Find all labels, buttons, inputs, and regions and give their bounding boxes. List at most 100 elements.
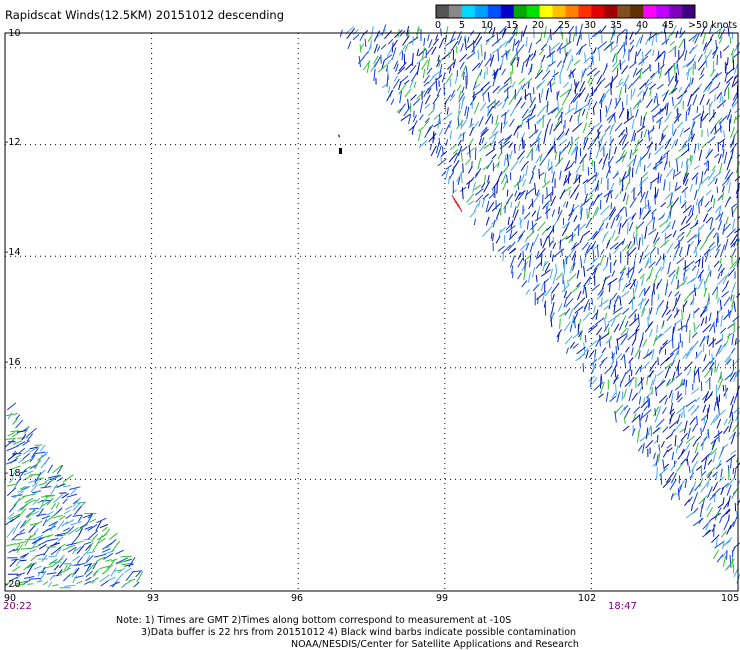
wind-vector (626, 158, 635, 168)
wind-vector (552, 272, 557, 285)
wind-vector (669, 402, 673, 415)
wind-vector (386, 55, 395, 65)
wind-vector (687, 104, 692, 111)
scale-label: 40 (636, 20, 649, 31)
wind-vector (424, 103, 431, 109)
wind-vector (726, 550, 728, 560)
wind-vector (670, 359, 675, 367)
wind-vector (669, 429, 676, 437)
wind-vector (732, 516, 738, 527)
wind-vector (672, 128, 677, 137)
wind-vector (85, 544, 92, 551)
wind-vector (703, 280, 706, 292)
wind-vector (710, 414, 718, 426)
wind-vector (579, 330, 583, 341)
wind-vector (539, 155, 548, 166)
wind-vector (694, 214, 698, 221)
wind-vector (717, 194, 723, 202)
wind-vector (544, 178, 547, 186)
wind-vector (570, 242, 577, 251)
wind-vector (556, 60, 562, 68)
wind-vector (462, 132, 465, 142)
wind-vector (721, 176, 730, 187)
wind-vector (564, 107, 575, 116)
wind-vector (609, 182, 615, 192)
scale-swatch (669, 5, 683, 18)
wind-vector (620, 371, 627, 384)
wind-vector (481, 85, 492, 96)
wind-vector (587, 209, 591, 218)
wind-vector (558, 235, 568, 244)
wind-vector (466, 147, 475, 155)
wind-vector (474, 167, 482, 179)
wind-vector (605, 190, 611, 203)
wind-vector (523, 212, 531, 220)
wind-vector (716, 186, 719, 193)
wind-vector (15, 556, 23, 567)
wind-vector (92, 540, 100, 552)
wind-vector (733, 80, 739, 87)
wind-vector (656, 50, 666, 59)
wind-vector (652, 406, 660, 417)
wind-vector (663, 179, 666, 191)
wind-vector (711, 487, 721, 497)
wind-vector (583, 230, 591, 236)
wind-vector (704, 201, 710, 208)
wind-vector (530, 104, 537, 116)
wind-vector (551, 53, 554, 64)
wind-vector (659, 239, 670, 249)
wind-vector (461, 146, 468, 152)
wind-vector (538, 48, 545, 56)
wind-vector (631, 214, 636, 221)
wind-vector (518, 78, 526, 85)
wind-vector (525, 165, 529, 177)
wind-vector (657, 451, 661, 462)
wind-vector (373, 68, 376, 81)
wind-vector (621, 219, 628, 228)
wind-vector (666, 301, 669, 308)
wind-vector (550, 314, 553, 328)
wind-vector (723, 310, 732, 321)
wind-vector (706, 502, 712, 511)
wind-vector (725, 216, 729, 225)
wind-vector (661, 91, 668, 97)
wind-vector (685, 318, 689, 328)
wind-vector (636, 125, 646, 133)
wind-vector (568, 273, 577, 282)
wind-vector (733, 371, 738, 382)
wind-vector (492, 74, 497, 87)
wind-vector (518, 229, 526, 239)
wind-vector (734, 338, 737, 346)
wind-vector (583, 252, 588, 264)
wind-vector (726, 358, 732, 365)
wind-vector (384, 30, 392, 40)
wind-vector (702, 404, 707, 413)
scale-label: >50 knots (688, 20, 738, 31)
wind-vector (656, 467, 658, 480)
wind-vector (502, 121, 508, 129)
wind-vector (543, 26, 547, 38)
wind-vector (558, 132, 566, 141)
wind-vector (536, 107, 545, 117)
wind-vector (572, 204, 580, 212)
wind-vector (675, 155, 682, 161)
wind-vector (613, 295, 619, 307)
wind-vector (662, 449, 669, 458)
wind-vector (705, 529, 711, 535)
note-line-1: Note: 1) Times are GMT 2)Times along bot… (116, 615, 512, 626)
wind-vector (567, 212, 573, 221)
wind-vector (528, 106, 537, 114)
wind-vector (592, 365, 596, 373)
wind-vector (666, 242, 674, 254)
lon-label: 102 (578, 593, 597, 604)
wind-vector (452, 149, 459, 155)
wind-vector (674, 435, 677, 447)
wind-vector (723, 296, 731, 307)
wind-vector (614, 146, 617, 155)
wind-vector (701, 256, 704, 269)
wind-vector (133, 581, 140, 588)
wind-vector (449, 94, 456, 102)
wind-vector (573, 79, 576, 86)
wind-vector (651, 208, 657, 215)
wind-vector (38, 541, 47, 546)
